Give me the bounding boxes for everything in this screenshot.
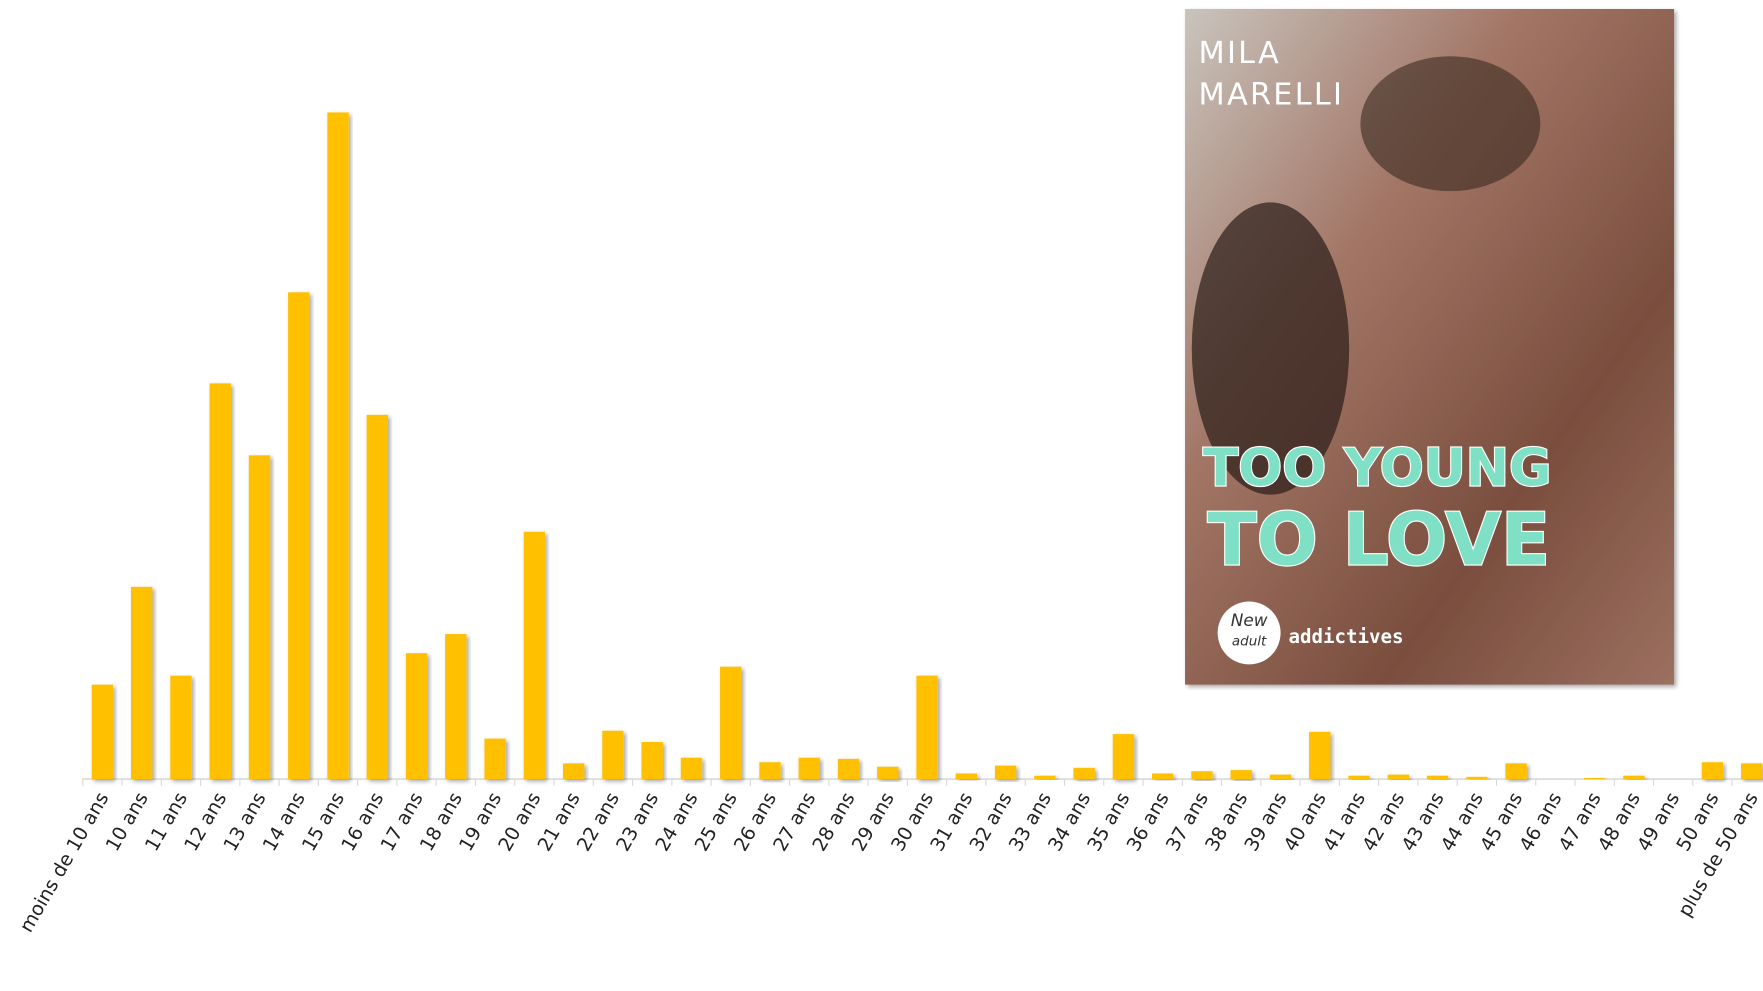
bar	[1623, 775, 1645, 780]
bar	[523, 531, 546, 780]
bar	[1073, 767, 1095, 780]
bar	[484, 738, 506, 780]
bar	[759, 762, 781, 780]
bar	[955, 773, 978, 780]
bar	[1387, 774, 1409, 780]
bar	[209, 383, 231, 780]
bar	[1583, 777, 1606, 780]
bar	[1741, 763, 1763, 780]
book-cover: MILA MARELLI TOO YOUNG TO LOVE New adult…	[1185, 8, 1675, 685]
cover-badge-text: adult	[1232, 633, 1267, 649]
cover-badge-text: New	[1231, 610, 1268, 630]
bar	[1269, 774, 1292, 780]
bar	[562, 763, 585, 780]
x-tick-label: moins de 10 ans	[15, 788, 114, 936]
bar	[288, 292, 310, 780]
cover-hair	[1360, 56, 1541, 192]
bar	[1426, 775, 1449, 780]
bar	[405, 653, 428, 780]
cover-publisher: addictives	[1288, 625, 1403, 648]
bar	[916, 675, 938, 780]
bar	[680, 757, 703, 780]
bar	[720, 666, 742, 780]
bar	[1191, 771, 1213, 780]
bar	[1309, 731, 1331, 780]
bar	[837, 758, 860, 780]
cover-title: TO LOVE	[1208, 497, 1551, 581]
cover-author: MILA	[1199, 36, 1281, 71]
cover-author: MARELLI	[1199, 78, 1345, 113]
bar	[1151, 773, 1174, 780]
bar	[994, 765, 1017, 780]
bar	[1230, 770, 1252, 780]
bar	[366, 414, 388, 780]
bar	[1348, 775, 1370, 780]
bar	[877, 766, 899, 780]
cover-hair	[1191, 202, 1350, 495]
bar	[91, 684, 114, 780]
bar	[170, 675, 192, 780]
bar	[248, 455, 271, 780]
bar	[131, 586, 153, 780]
bar	[641, 741, 663, 780]
bar	[1112, 734, 1135, 780]
bar	[445, 634, 467, 780]
cover-badge	[1217, 601, 1281, 665]
bar	[1505, 763, 1527, 780]
bar	[1466, 776, 1488, 780]
bar	[327, 112, 349, 780]
bar	[798, 757, 820, 780]
bar	[1034, 775, 1056, 780]
bar	[602, 730, 624, 780]
cover-title: TOO YOUNG	[1203, 439, 1551, 499]
bar	[1701, 762, 1724, 780]
